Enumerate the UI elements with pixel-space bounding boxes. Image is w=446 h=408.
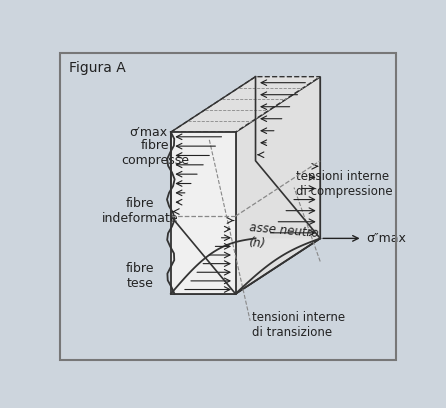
Text: fibre
tese: fibre tese — [126, 262, 154, 290]
Text: tensioni interne
di transizione: tensioni interne di transizione — [252, 310, 345, 339]
Text: fibre
indeformate: fibre indeformate — [102, 197, 178, 225]
Text: Figura A: Figura A — [69, 61, 126, 75]
Polygon shape — [235, 77, 320, 294]
Polygon shape — [171, 77, 320, 132]
Polygon shape — [171, 238, 320, 294]
Text: σ″max: σ″max — [367, 232, 406, 245]
Text: tensioni interne
di compressione: tensioni interne di compressione — [296, 170, 392, 198]
Polygon shape — [171, 132, 235, 294]
Text: fibre
compresse: fibre compresse — [121, 139, 190, 167]
Text: asse neutro
(n): asse neutro (n) — [248, 221, 319, 255]
Text: σ′max: σ′max — [129, 126, 167, 139]
Polygon shape — [171, 238, 320, 294]
